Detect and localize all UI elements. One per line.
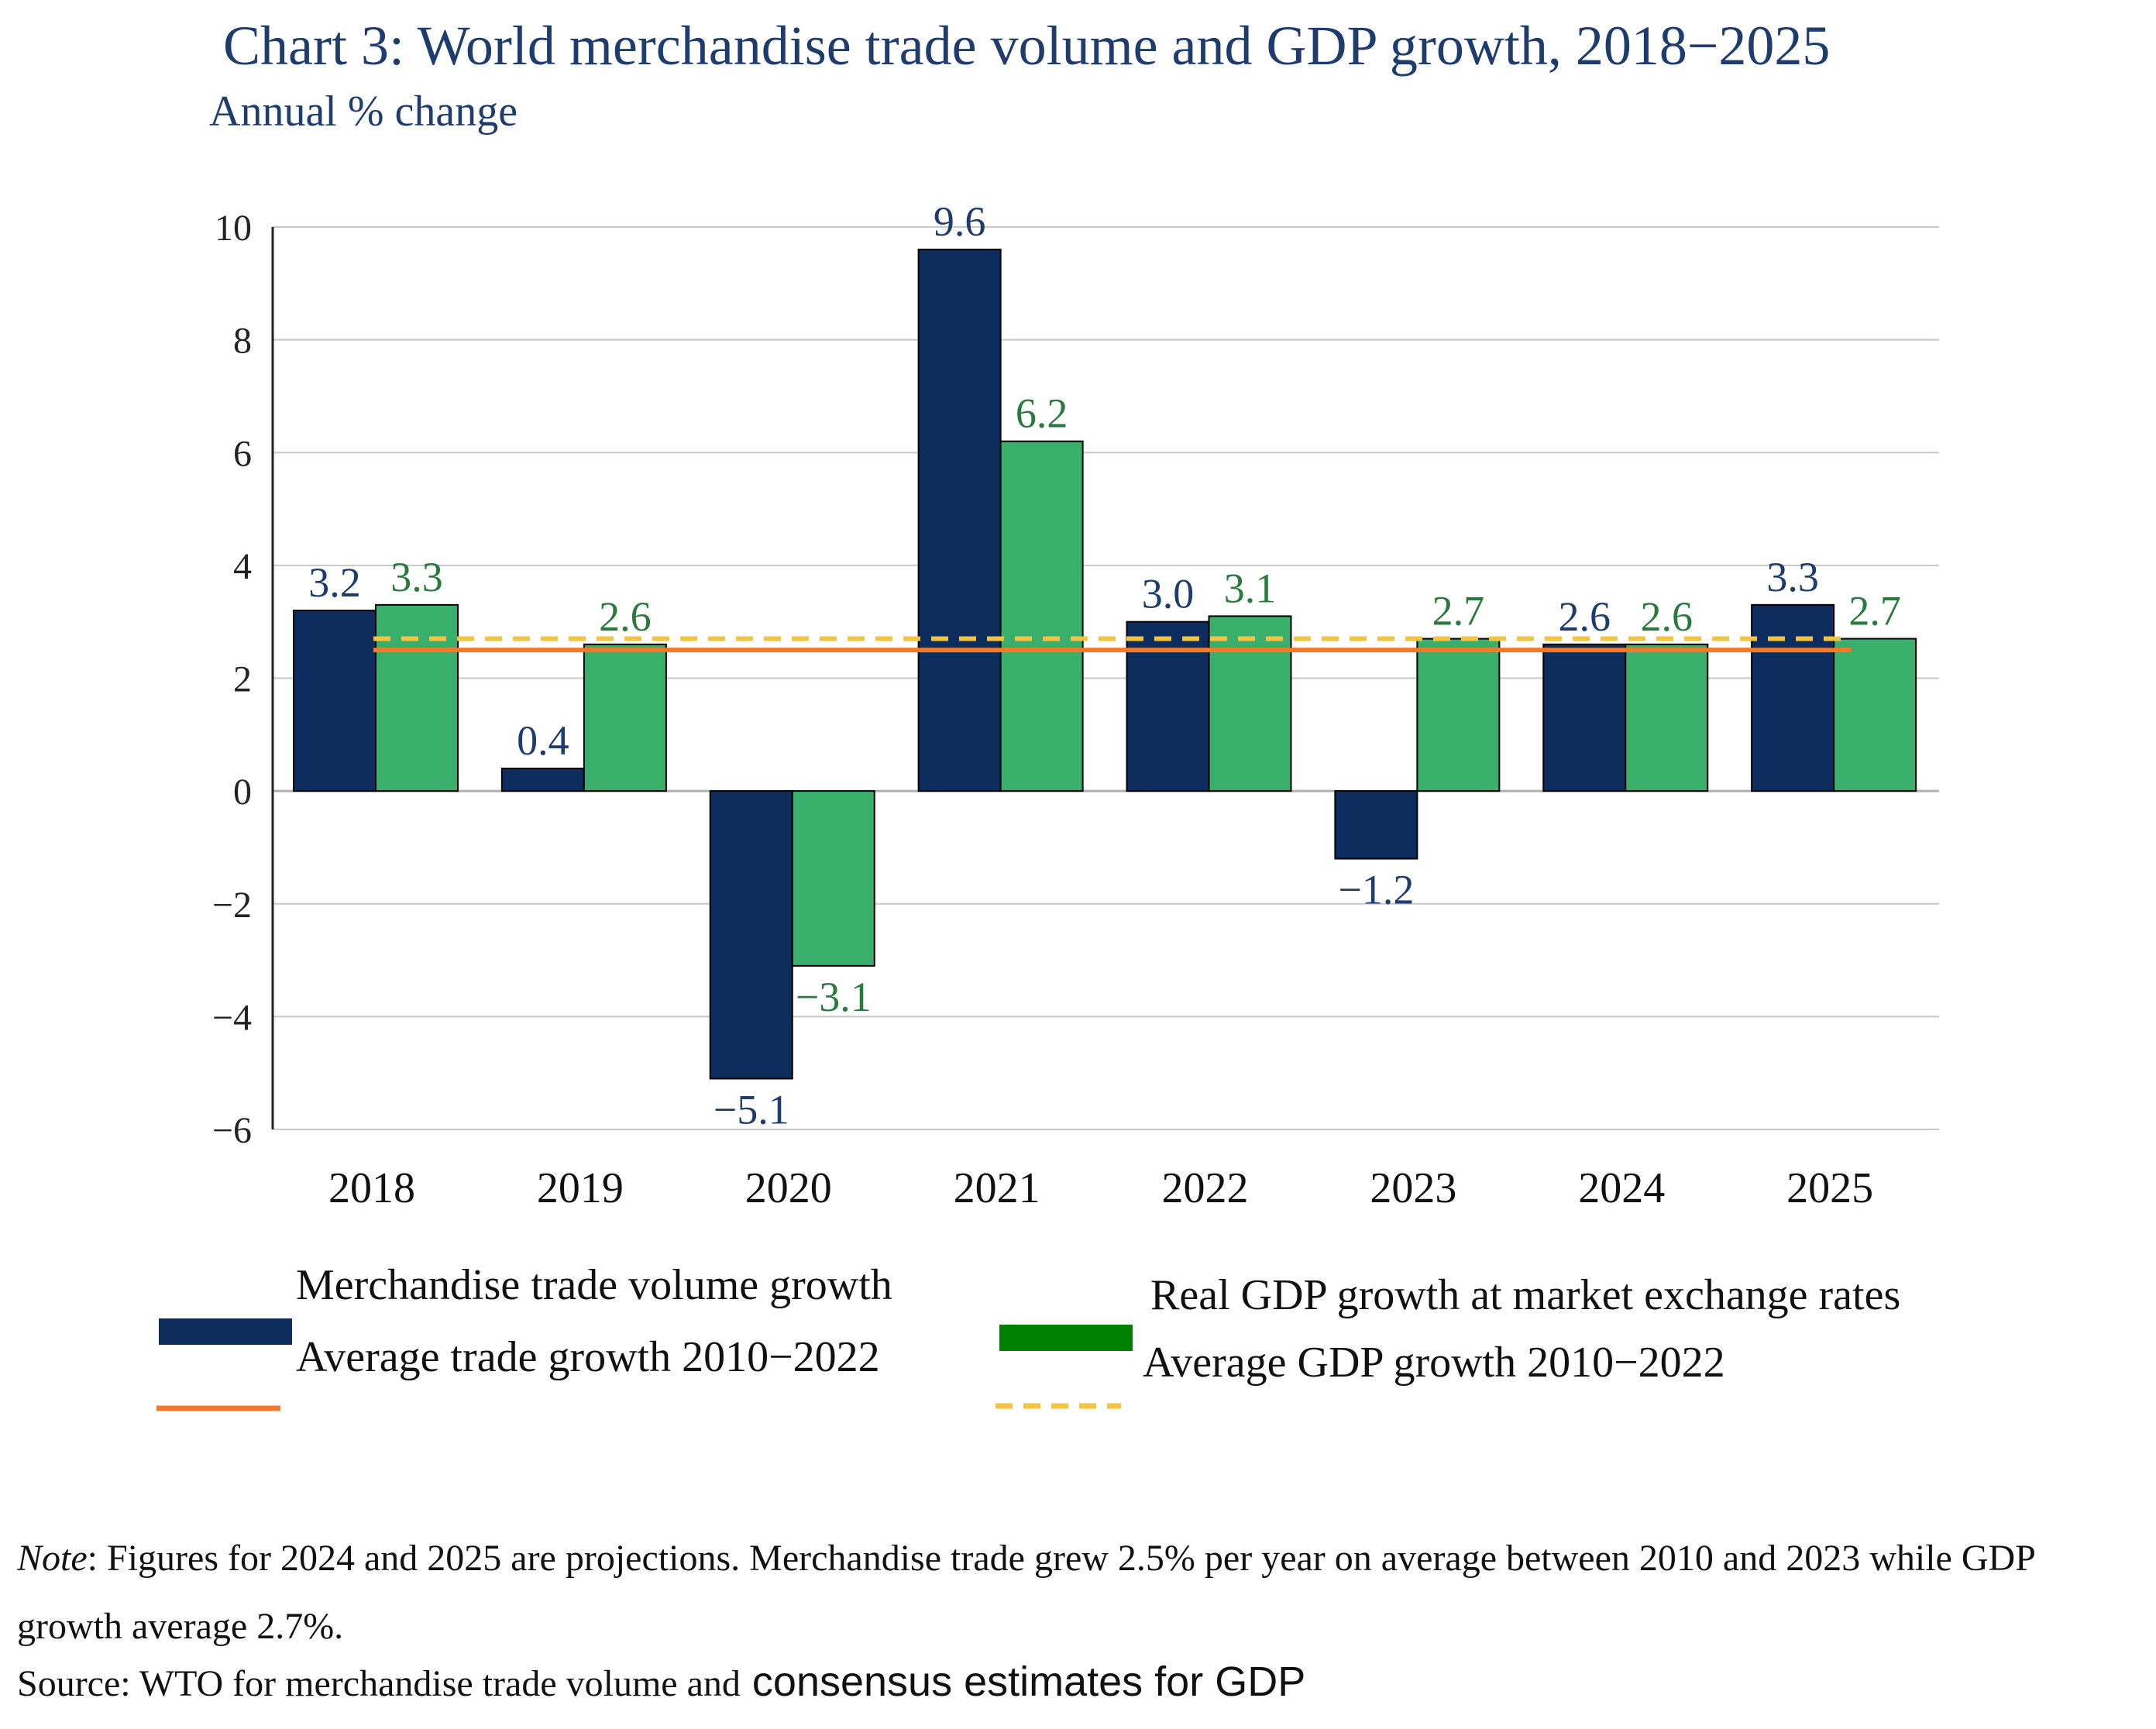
y-tick-label: 2 [233, 659, 252, 700]
legend-swatch-gdp [999, 1325, 1133, 1351]
data-label-gdp: 2.6 [1641, 593, 1694, 640]
bar-gdp [1416, 638, 1501, 792]
data-label-gdp: 6.2 [1016, 390, 1068, 437]
y-tick-label: 10 [215, 208, 252, 249]
x-tick-label: 2023 [1370, 1164, 1456, 1212]
legend-label-gdp: Real GDP growth at market exchange rates [1150, 1271, 1900, 1319]
y-tick-label: 6 [233, 433, 252, 474]
legend-label-avg-gdp: Average GDP growth 2010−2022 [1143, 1339, 1725, 1387]
x-tick-label: 2018 [328, 1164, 415, 1212]
y-tick-label: 4 [233, 546, 252, 587]
bar-trade [500, 768, 585, 792]
data-label-trade: −1.2 [1338, 867, 1414, 913]
bar-gdp [583, 643, 667, 792]
data-label-trade: 3.0 [1142, 571, 1195, 617]
x-tick-label: 2021 [954, 1164, 1040, 1212]
bar-trade [1542, 643, 1627, 792]
chart-svg: −6 −4 −2 0 2 4 6 8 10 3.2 3.3 0.4 2.6 −5.1 −3.1 9.6 6.2 3… [156, 198, 1939, 1411]
data-label-gdp: 3.3 [390, 554, 443, 600]
note-text: : Figures for 2024 and 2025 are projecti… [17, 1538, 2035, 1647]
legend-label-trade: Merchandise trade volume growth [296, 1261, 892, 1309]
data-label-trade: −5.1 [714, 1086, 789, 1133]
x-tick-label: 2022 [1162, 1164, 1249, 1212]
y-tick-label: −2 [212, 885, 252, 926]
bar-gdp [375, 603, 459, 792]
bar-gdp [791, 790, 875, 967]
bar-trade [709, 790, 793, 1080]
data-label-gdp: −3.1 [796, 974, 872, 1020]
chart-title: Chart 3: World merchandise trade volume … [223, 15, 1831, 77]
data-label-trade: 2.6 [1559, 593, 1611, 640]
x-tick-label: 2024 [1578, 1164, 1665, 1212]
source-tail: consensus estimates for GDP [740, 1659, 1306, 1705]
legend-label-avg-trade: Average trade growth 2010−2022 [296, 1333, 880, 1381]
bar-trade [1126, 620, 1210, 792]
bar-gdp [1833, 638, 1917, 792]
data-label-gdp: 2.6 [599, 593, 652, 640]
source-text: Source: WTO for merchandise trade volume… [17, 1663, 741, 1704]
chart-note: Note: Figures for 2024 and 2025 are proj… [17, 1524, 2147, 1661]
data-label-gdp: 2.7 [1432, 588, 1485, 634]
bar-trade [1334, 790, 1418, 860]
bar-gdp [999, 440, 1084, 792]
data-label-trade: 9.6 [934, 198, 986, 245]
bar-trade [917, 249, 1002, 792]
data-label-trade: 3.3 [1766, 554, 1819, 600]
note-label: Note [17, 1538, 88, 1579]
bar-gdp [1208, 615, 1292, 792]
data-label-gdp: 3.1 [1224, 565, 1277, 611]
x-tick-label: 2020 [745, 1164, 832, 1212]
y-tick-label: −4 [212, 997, 252, 1038]
x-tick-label: 2025 [1786, 1164, 1873, 1212]
y-tick-label: 0 [233, 772, 252, 813]
y-tick-label: −6 [212, 1110, 252, 1151]
bar-trade [1751, 603, 1835, 792]
chart-subtitle: Annual % change [209, 88, 518, 136]
data-label-trade: 0.4 [517, 717, 569, 764]
chart-source: Source: WTO for merchandise trade volume… [17, 1658, 1305, 1706]
data-label-trade: 3.2 [308, 559, 361, 606]
bar-gdp [1625, 643, 1709, 792]
data-label-gdp: 2.7 [1848, 588, 1901, 634]
y-tick-label: 8 [233, 321, 252, 362]
x-tick-label: 2019 [537, 1164, 624, 1212]
legend-swatch-trade [159, 1318, 292, 1345]
bar-trade [293, 610, 377, 792]
